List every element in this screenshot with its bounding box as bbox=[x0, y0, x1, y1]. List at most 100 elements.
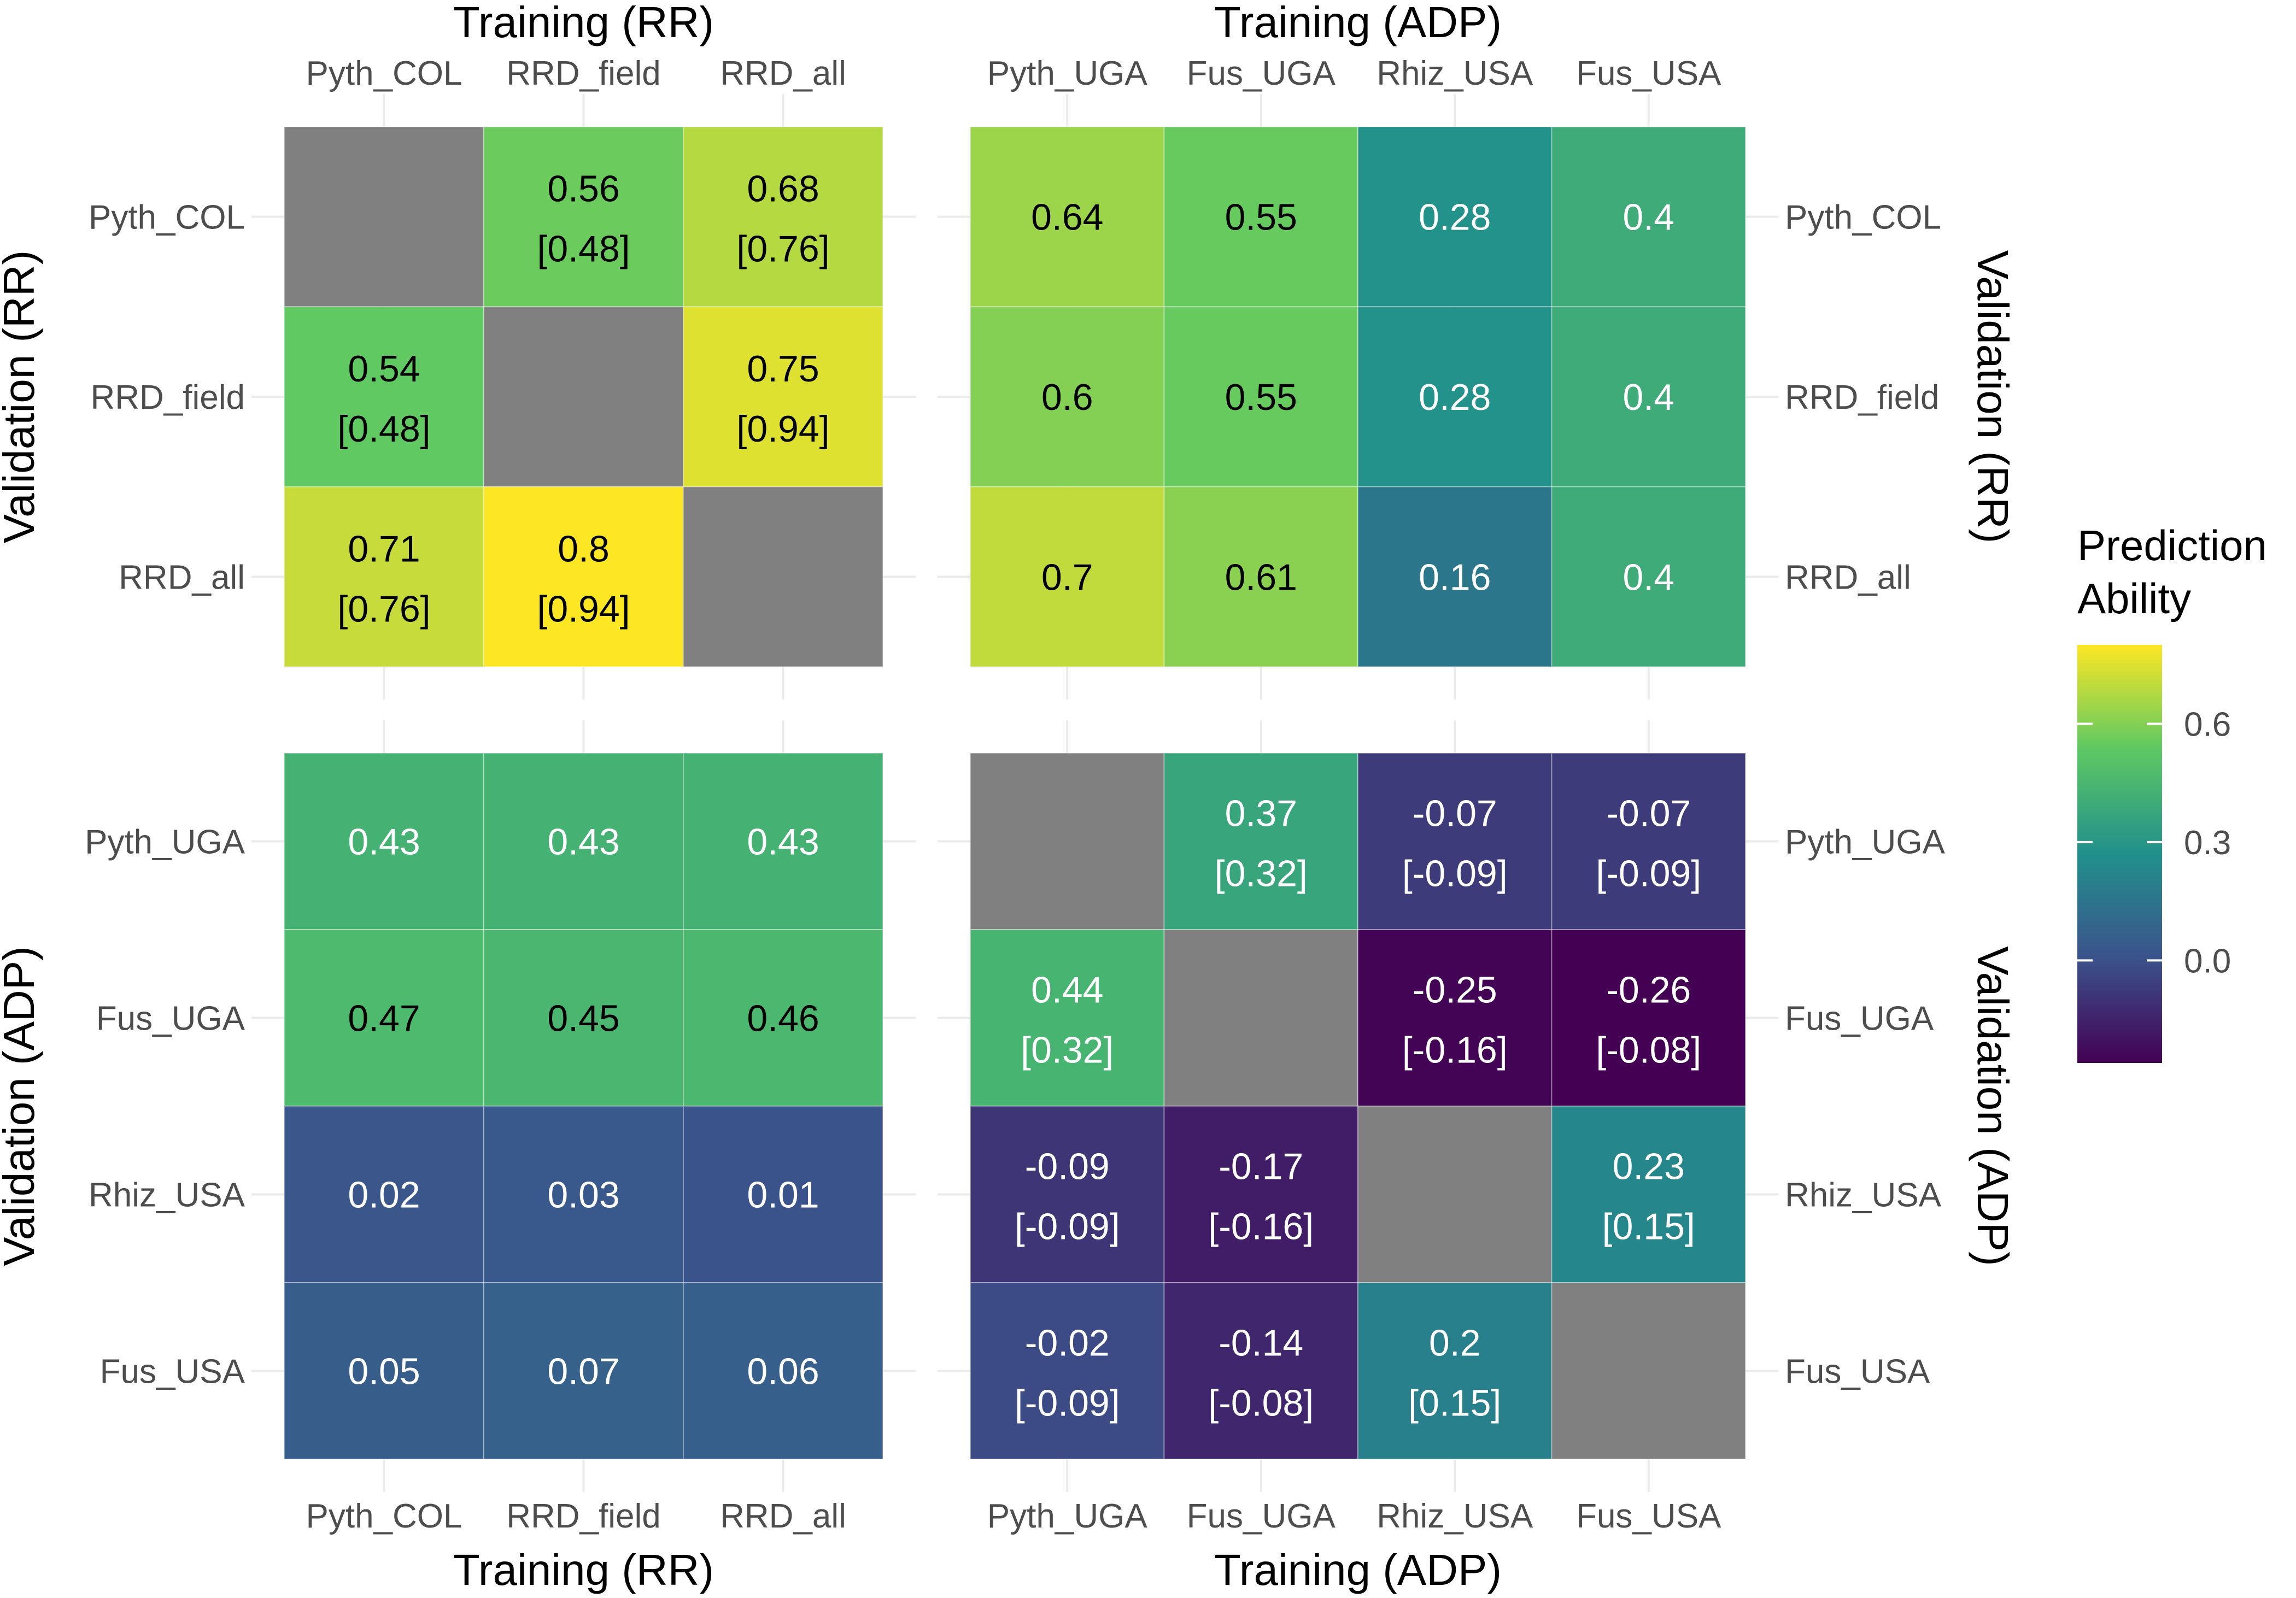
heatmap-cell bbox=[683, 306, 883, 487]
heatmap-cell bbox=[1163, 1282, 1358, 1460]
heatmap-cell bbox=[1357, 1282, 1553, 1460]
cell-value-label: -0.02 bbox=[1025, 1323, 1110, 1364]
heatmap-cell-na bbox=[1551, 1282, 1746, 1460]
x-tick-label-top: RRD_all bbox=[720, 55, 846, 92]
heatmap-cell bbox=[483, 929, 684, 1107]
cell-bracket-label: [-0.08] bbox=[1208, 1383, 1314, 1424]
heatmap-cell bbox=[970, 126, 1165, 308]
cell-value-label: 0.68 bbox=[747, 168, 819, 210]
y-axis-title-left: Validation (ADP) bbox=[0, 946, 43, 1266]
cell-bracket-label: [-0.09] bbox=[1596, 853, 1701, 895]
cell-value-label: 0.02 bbox=[348, 1174, 420, 1216]
cell-value-label: -0.14 bbox=[1219, 1323, 1303, 1364]
heatmap-cell bbox=[1357, 486, 1553, 668]
heatmap-cell bbox=[483, 1106, 684, 1283]
heatmap-cell bbox=[1551, 306, 1746, 487]
cell-value-label: 0.01 bbox=[747, 1174, 819, 1216]
x-tick-label-bottom: RRD_all bbox=[720, 1497, 846, 1535]
y-tick-label-left: Fus_USA bbox=[100, 1353, 245, 1391]
cell-value-label: 0.8 bbox=[558, 528, 610, 569]
x-tick-label-top: Fus_USA bbox=[1576, 55, 1721, 92]
heatmap-cell bbox=[1551, 486, 1746, 668]
cell-value-label: 0.28 bbox=[1419, 197, 1491, 238]
cell-bracket-label: [0.48] bbox=[337, 408, 430, 450]
heatmap-cell bbox=[1551, 1106, 1746, 1283]
x-tick-label-top: Fus_UGA bbox=[1187, 55, 1336, 92]
heatmap-cell bbox=[683, 753, 883, 930]
cell-value-label: 0.05 bbox=[348, 1351, 420, 1393]
heatmap-cell bbox=[683, 1106, 883, 1283]
cell-value-label: 0.4 bbox=[1623, 197, 1674, 238]
cell-value-label: -0.07 bbox=[1606, 793, 1691, 835]
heatmap-cell bbox=[284, 486, 484, 668]
y-tick-label-left: Pyth_COL bbox=[89, 199, 245, 237]
heatmap-cell bbox=[1163, 306, 1358, 487]
heatmap-cell-na bbox=[683, 486, 883, 668]
y-axis-title-right: Validation (ADP) bbox=[1969, 946, 2017, 1266]
heatmap-cell bbox=[1163, 753, 1358, 930]
heatmap-cell bbox=[483, 1282, 684, 1460]
heatmap-cell-na bbox=[1357, 1106, 1553, 1283]
heatmap-cell bbox=[284, 1282, 484, 1460]
cell-bracket-label: [0.76] bbox=[337, 588, 430, 630]
legend-tick-label: 0.3 bbox=[2184, 824, 2231, 862]
y-tick-label-right: Pyth_COL bbox=[1785, 199, 1941, 237]
cell-bracket-label: [-0.09] bbox=[1015, 1206, 1120, 1248]
legend-colorbar bbox=[2077, 645, 2162, 1063]
cell-value-label: 0.16 bbox=[1419, 556, 1491, 598]
cell-value-label: 0.37 bbox=[1225, 793, 1297, 835]
heatmap-cell bbox=[1357, 929, 1553, 1107]
x-axis-title-top: Training (RR) bbox=[453, 0, 714, 46]
cell-value-label: 0.47 bbox=[348, 998, 420, 1039]
heatmap-cell bbox=[1163, 486, 1358, 668]
heatmap-cell bbox=[483, 126, 684, 308]
heatmap-cell bbox=[1551, 126, 1746, 308]
cell-value-label: 0.23 bbox=[1613, 1146, 1685, 1188]
y-axis-title-left: Validation (RR) bbox=[0, 250, 43, 543]
heatmap-cell bbox=[1357, 306, 1553, 487]
panel-rr-rr: 0.56 [0.48] 0.68 [0.76] 0.54 [0.48] 0.75 [0.94]… bbox=[0, 0, 916, 700]
heatmap-cell bbox=[284, 306, 484, 487]
cell-value-label: 0.03 bbox=[547, 1174, 619, 1216]
heatmap-cell-na bbox=[1163, 929, 1358, 1107]
cell-value-label: 0.43 bbox=[747, 821, 819, 863]
color-legend: Prediction Ability 0.6 0.3 0.0 bbox=[2077, 521, 2267, 1063]
cell-value-label: -0.26 bbox=[1606, 970, 1691, 1011]
x-tick-label-top: Rhiz_USA bbox=[1377, 55, 1533, 92]
heatmap-cell bbox=[683, 126, 883, 308]
heatmap-cell-na bbox=[970, 753, 1165, 930]
cell-value-label: -0.17 bbox=[1219, 1146, 1303, 1188]
heatmap-cell-na bbox=[284, 126, 484, 308]
cell-bracket-label: [0.76] bbox=[736, 228, 829, 270]
y-tick-label-right: Rhiz_USA bbox=[1785, 1177, 1942, 1214]
cell-value-label: -0.25 bbox=[1413, 970, 1497, 1011]
heatmap-cell bbox=[1163, 1106, 1358, 1283]
cell-value-label: 0.2 bbox=[1429, 1323, 1481, 1364]
x-tick-label-top: Pyth_UGA bbox=[987, 55, 1148, 92]
cell-value-label: 0.44 bbox=[1031, 970, 1103, 1011]
cell-bracket-label: [0.15] bbox=[1602, 1206, 1695, 1248]
cell-value-label: 0.61 bbox=[1225, 556, 1297, 598]
heatmap-cell bbox=[1357, 126, 1553, 308]
cell-value-label: 0.55 bbox=[1225, 197, 1297, 238]
cell-value-label: 0.6 bbox=[1041, 377, 1093, 418]
x-axis-title-bottom: Training (RR) bbox=[453, 1546, 714, 1594]
x-tick-label-bottom: Rhiz_USA bbox=[1377, 1497, 1533, 1535]
heatmap-cell bbox=[1357, 753, 1553, 930]
heatmap-cell bbox=[970, 929, 1165, 1107]
cell-value-label: -0.09 bbox=[1025, 1146, 1110, 1188]
heatmap-cell bbox=[1163, 126, 1358, 308]
cell-value-label: 0.56 bbox=[547, 168, 619, 210]
heatmap-cell bbox=[483, 753, 684, 930]
heatmap-cell bbox=[1551, 753, 1746, 930]
cell-value-label: 0.7 bbox=[1041, 556, 1093, 598]
legend-tick-label: 0.6 bbox=[2184, 706, 2231, 743]
y-tick-label-left: Rhiz_USA bbox=[89, 1177, 245, 1214]
cell-value-label: 0.71 bbox=[348, 528, 420, 569]
cell-value-label: -0.07 bbox=[1413, 793, 1497, 835]
heatmap-cell bbox=[683, 1282, 883, 1460]
cell-value-label: 0.64 bbox=[1031, 197, 1103, 238]
heatmap-cell-na bbox=[483, 306, 684, 487]
cell-value-label: 0.75 bbox=[747, 348, 819, 390]
